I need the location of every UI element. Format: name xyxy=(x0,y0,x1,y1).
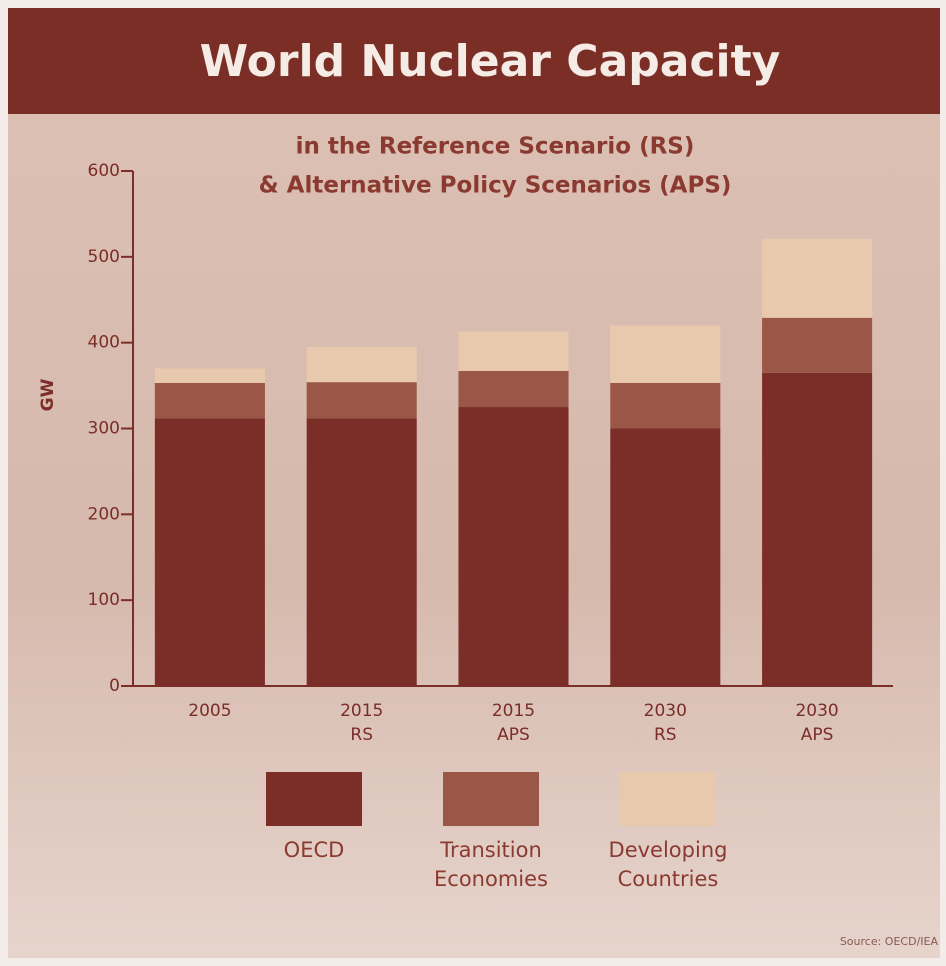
y-tick-label: 400 xyxy=(88,333,120,353)
bar-segment xyxy=(762,318,872,373)
chart: World Nuclear Capacity in the Reference … xyxy=(0,0,946,966)
bar-segment xyxy=(762,373,872,686)
bar-segment xyxy=(610,326,720,384)
bar-segment xyxy=(762,239,872,318)
bar-segment xyxy=(307,347,417,382)
legend-swatch xyxy=(443,772,539,826)
bar-segment xyxy=(458,371,568,407)
bar-segment xyxy=(307,382,417,418)
bar-segment xyxy=(155,418,265,686)
legend-swatch xyxy=(266,772,362,826)
legend-label: OECD xyxy=(284,838,345,862)
y-tick-label: 0 xyxy=(109,676,120,696)
chart-title: World Nuclear Capacity xyxy=(200,36,781,87)
bar-segment xyxy=(155,368,265,383)
bar-segment xyxy=(610,429,720,687)
y-tick-label: 200 xyxy=(88,504,120,524)
subtitle: in the Reference Scenario (RS) xyxy=(296,134,695,160)
bar-segment xyxy=(610,383,720,428)
legend-swatch xyxy=(620,772,716,826)
y-tick-label: 100 xyxy=(88,590,120,610)
y-tick-label: 600 xyxy=(88,161,120,181)
subtitle: & Alternative Policy Scenarios (APS) xyxy=(259,173,732,199)
bar-segment xyxy=(155,383,265,418)
y-axis-label: GW xyxy=(38,378,58,411)
source: Source: OECD/IEA xyxy=(840,935,939,948)
x-tick-label: 2005 xyxy=(188,701,231,721)
y-tick-label: 500 xyxy=(88,247,120,267)
bar-segment xyxy=(307,418,417,686)
y-tick-label: 300 xyxy=(88,419,120,439)
bar-segment xyxy=(458,332,568,371)
bar-segment xyxy=(458,407,568,686)
